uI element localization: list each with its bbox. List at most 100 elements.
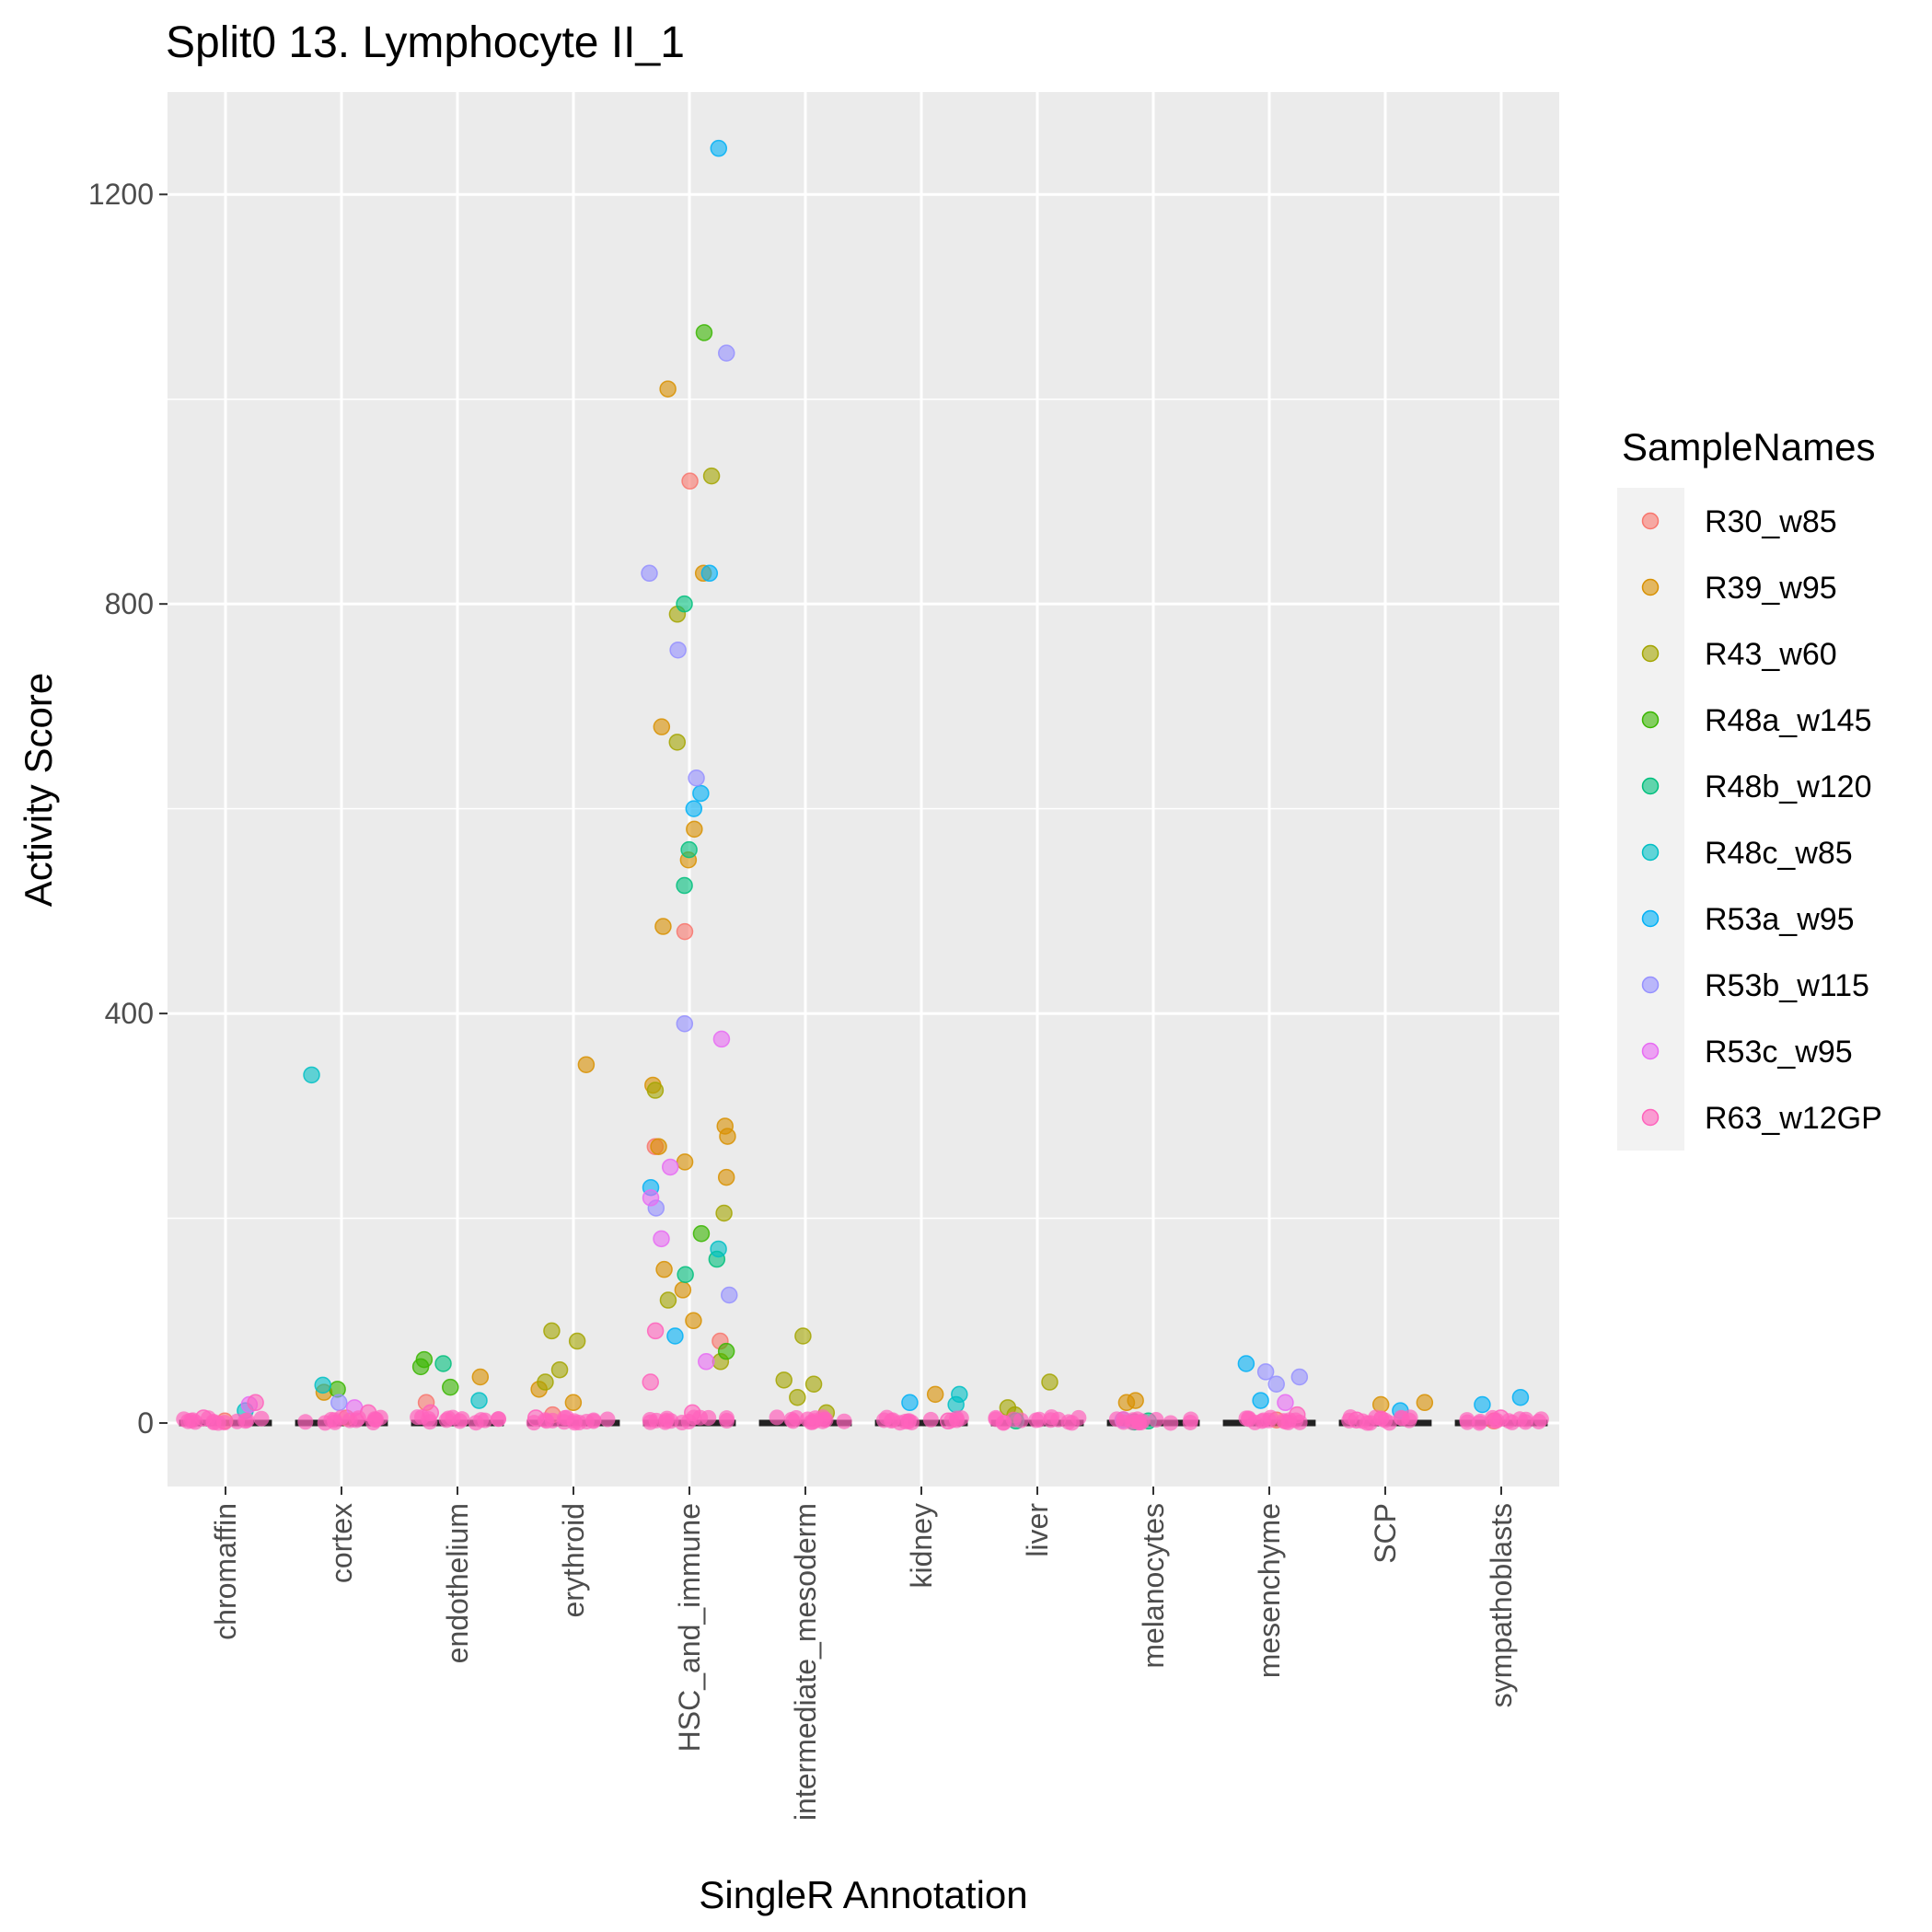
data-point bbox=[1148, 1412, 1164, 1429]
x-tick-label: HSC_and_immune bbox=[673, 1503, 706, 1752]
data-point bbox=[794, 1327, 812, 1345]
data-point bbox=[1474, 1395, 1491, 1414]
data-point bbox=[452, 1413, 469, 1429]
legend-label: R48c_w85 bbox=[1705, 836, 1853, 871]
data-point bbox=[1381, 1415, 1397, 1431]
data-point bbox=[434, 1355, 452, 1372]
data-point bbox=[710, 139, 728, 157]
legend-label: R48a_w145 bbox=[1705, 703, 1871, 738]
data-point bbox=[1117, 1394, 1136, 1412]
legend-key bbox=[1641, 976, 1660, 994]
legend-label: R53a_w95 bbox=[1705, 902, 1855, 937]
data-point bbox=[702, 467, 721, 485]
data-point bbox=[653, 1230, 670, 1248]
data-point bbox=[1485, 1409, 1501, 1426]
data-point bbox=[1342, 1409, 1359, 1426]
data-point bbox=[350, 1410, 366, 1427]
legend-label: R63_w12GP bbox=[1705, 1101, 1882, 1136]
legend-label: R48b_w120 bbox=[1705, 769, 1871, 804]
data-point bbox=[1012, 1412, 1029, 1429]
x-tick-label: mesenchyme bbox=[1253, 1503, 1286, 1678]
data-point bbox=[692, 1225, 711, 1243]
data-point bbox=[676, 1153, 694, 1171]
data-point bbox=[718, 344, 735, 362]
data-point bbox=[1028, 1412, 1045, 1429]
legend-key bbox=[1641, 1108, 1660, 1127]
y-tick-label: 800 bbox=[105, 587, 154, 620]
legend-key bbox=[1641, 1042, 1660, 1060]
data-point bbox=[1416, 1394, 1434, 1412]
data-point bbox=[646, 1322, 665, 1340]
data-point bbox=[674, 1414, 690, 1430]
data-point bbox=[712, 1030, 731, 1048]
grid-lines bbox=[168, 92, 1559, 1487]
data-point bbox=[438, 1412, 455, 1429]
data-points bbox=[176, 139, 1549, 1431]
data-point bbox=[253, 1410, 270, 1427]
data-point bbox=[715, 1204, 733, 1222]
data-point bbox=[1290, 1368, 1309, 1386]
data-point bbox=[247, 1394, 264, 1412]
data-point bbox=[692, 1409, 709, 1426]
data-point bbox=[411, 1358, 430, 1376]
data-point bbox=[1064, 1415, 1081, 1431]
data-point bbox=[1511, 1388, 1530, 1406]
legend-key bbox=[1641, 843, 1660, 862]
data-point bbox=[680, 840, 698, 859]
legend-key bbox=[1641, 777, 1660, 795]
legend-label: R30_w85 bbox=[1705, 504, 1837, 539]
data-point bbox=[1238, 1410, 1255, 1427]
data-point bbox=[1256, 1363, 1275, 1381]
data-point bbox=[677, 1266, 694, 1283]
data-point bbox=[1267, 1375, 1285, 1394]
data-point bbox=[205, 1415, 222, 1431]
data-point bbox=[676, 922, 694, 941]
data-point bbox=[585, 1412, 602, 1429]
data-point bbox=[599, 1411, 616, 1428]
legend-key bbox=[1641, 578, 1660, 596]
data-point bbox=[642, 1411, 658, 1428]
data-point bbox=[897, 1413, 914, 1429]
data-point bbox=[1116, 1414, 1132, 1430]
data-point bbox=[330, 1394, 348, 1412]
data-point bbox=[641, 564, 658, 583]
data-point bbox=[719, 1128, 736, 1145]
data-point bbox=[692, 784, 710, 803]
data-point bbox=[926, 1385, 944, 1404]
data-point bbox=[695, 324, 713, 341]
x-tick-label: liver bbox=[1021, 1503, 1054, 1557]
x-tick-label: SCP bbox=[1369, 1503, 1402, 1564]
data-point bbox=[442, 1378, 459, 1396]
x-tick-label: intermediate_mesoderm bbox=[789, 1503, 822, 1821]
plot-panel bbox=[168, 92, 1559, 1487]
legend-label: R43_w60 bbox=[1705, 637, 1837, 672]
data-point bbox=[668, 734, 687, 751]
y-tick-label: 400 bbox=[105, 997, 154, 1030]
data-point bbox=[1459, 1414, 1475, 1430]
data-point bbox=[544, 1412, 561, 1429]
data-point bbox=[953, 1410, 969, 1427]
x-tick-label: erythroid bbox=[557, 1503, 590, 1618]
data-point bbox=[669, 641, 687, 659]
data-point bbox=[303, 1066, 320, 1084]
data-point bbox=[947, 1395, 965, 1414]
data-point bbox=[1261, 1412, 1278, 1429]
y-axis-title: Activity Score bbox=[17, 673, 60, 907]
legend: SampleNames R30_w85 R39_w95 R43_w60 R48a_w1… bbox=[1617, 425, 1882, 1151]
data-point bbox=[655, 1260, 673, 1278]
y-axis: 0 400 800 1200 bbox=[88, 178, 168, 1440]
data-point bbox=[1050, 1411, 1067, 1428]
data-point bbox=[564, 1394, 583, 1412]
data-point bbox=[666, 1327, 684, 1345]
data-point bbox=[1472, 1413, 1488, 1429]
data-point bbox=[775, 1371, 792, 1389]
data-point bbox=[526, 1415, 542, 1431]
data-point bbox=[229, 1413, 246, 1429]
data-point bbox=[769, 1409, 785, 1426]
data-point bbox=[1368, 1409, 1384, 1426]
data-point bbox=[646, 1082, 665, 1099]
data-point bbox=[901, 1394, 919, 1412]
data-point bbox=[642, 1373, 660, 1391]
data-point bbox=[676, 1014, 694, 1033]
data-point bbox=[1280, 1414, 1297, 1430]
